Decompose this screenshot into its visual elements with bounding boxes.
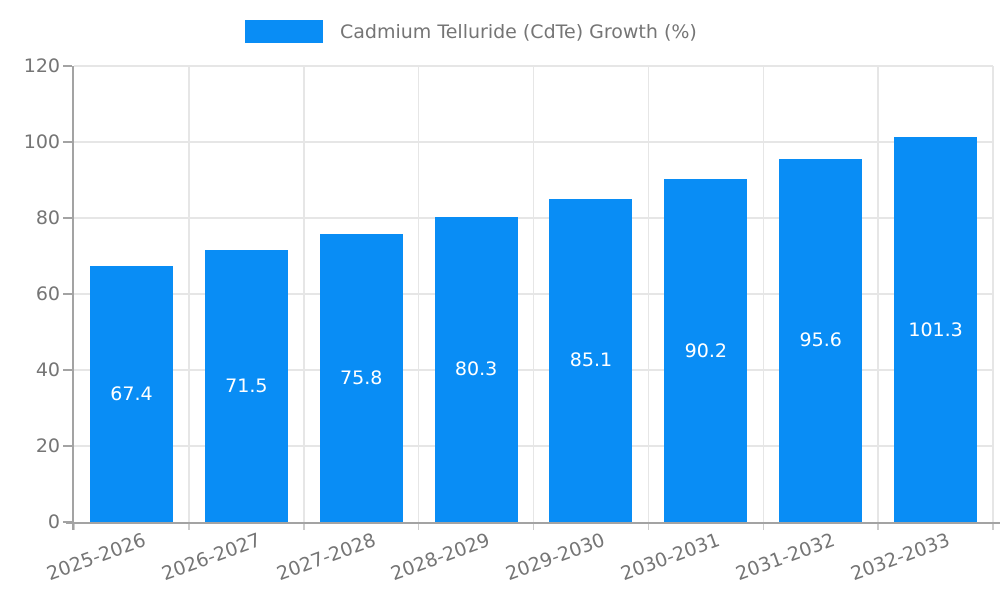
y-axis-line — [72, 66, 74, 530]
x-gridline — [647, 66, 650, 522]
bar: 90.2 — [664, 179, 748, 522]
x-tick-mark — [188, 522, 190, 530]
y-tick-mark — [63, 217, 72, 219]
x-gridline — [992, 66, 994, 522]
bar-value-label: 101.3 — [908, 318, 963, 341]
x-tick-label: 2030-2031 — [618, 529, 723, 586]
plot-area: 67.4 71.5 75.8 80.3 85.1 90.2 95.6 101.3 — [63, 65, 1000, 530]
legend-swatch — [245, 20, 323, 43]
x-tick-label: 2031-2032 — [733, 529, 838, 586]
bar-value-label: 95.6 — [799, 329, 842, 352]
y-tick-mark — [63, 141, 72, 143]
bar-value-label: 75.8 — [340, 366, 383, 389]
bar: 95.6 — [779, 158, 863, 522]
x-tick-label: 2032-2033 — [847, 529, 953, 586]
y-tick-mark — [63, 445, 72, 447]
x-tick-label: 2029-2030 — [503, 529, 609, 586]
bar-value-label: 67.4 — [110, 382, 153, 405]
x-tick-label: 2025-2026 — [43, 529, 149, 586]
x-tick-mark — [303, 522, 305, 530]
legend-label: Cadmium Telluride (CdTe) Growth (%) — [340, 20, 697, 43]
x-gridline — [532, 66, 535, 522]
bar: 80.3 — [434, 216, 518, 522]
bar-value-label: 85.1 — [569, 349, 613, 372]
bar: 101.3 — [894, 137, 978, 522]
bar: 71.5 — [204, 250, 288, 522]
x-tick-mark — [532, 522, 535, 530]
x-tick-label: 2026-2027 — [158, 529, 264, 586]
y-tick-mark — [63, 293, 72, 295]
x-tick-mark — [992, 522, 994, 530]
y-tick-label: 60 — [35, 283, 60, 305]
y-tick-mark — [63, 65, 72, 67]
x-gridline — [877, 66, 879, 522]
y-tick-label: 40 — [35, 359, 60, 381]
x-axis-line — [66, 522, 1000, 524]
x-tick-mark — [417, 522, 420, 530]
bar: 75.8 — [319, 233, 403, 522]
x-tick-label: 2027-2028 — [273, 529, 379, 586]
x-gridline — [188, 66, 190, 522]
y-tick-label: 0 — [47, 511, 60, 533]
bar-value-label: 90.2 — [684, 339, 727, 362]
x-tick-label: 2028-2029 — [388, 529, 494, 586]
bar: 67.4 — [89, 265, 173, 522]
x-gridline — [762, 66, 764, 522]
x-tick-mark — [762, 522, 764, 530]
y-tick-label: 20 — [35, 435, 60, 457]
bar-value-label: 80.3 — [454, 358, 498, 381]
y-tick-label: 100 — [23, 131, 60, 153]
y-tick-label: 80 — [35, 207, 60, 229]
x-tick-mark — [647, 522, 650, 530]
y-tick-mark — [63, 369, 72, 371]
x-tick-mark — [877, 522, 879, 530]
x-tick-mark — [73, 522, 75, 530]
y-tick-label: 120 — [23, 55, 60, 77]
x-gridline — [303, 66, 305, 522]
chart-legend: Cadmium Telluride (CdTe) Growth (%) — [245, 20, 697, 43]
bar: 85.1 — [549, 198, 633, 522]
bar-value-label: 71.5 — [225, 375, 268, 398]
x-gridline — [417, 66, 420, 522]
